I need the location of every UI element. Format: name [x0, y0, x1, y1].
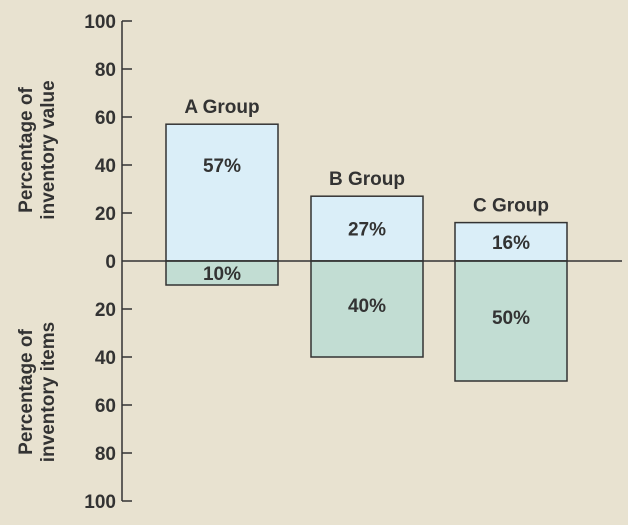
bars-layer: [165, 123, 568, 382]
y-tick-label-bottom-100: 100: [84, 492, 116, 513]
y-tick-label-bottom-80: 80: [95, 444, 116, 465]
y-tick-label-bottom-60: 60: [95, 396, 116, 417]
group-label-a-group: A Group: [184, 97, 259, 118]
bar-items-b-group: [310, 260, 424, 358]
y-tick-label-top-60: 60: [95, 108, 116, 129]
data-label-value-a-group: 57%: [203, 156, 241, 177]
y-axis-label-bottom-line1: Percentage of: [16, 329, 37, 455]
y-tick-label-top-40: 40: [95, 156, 116, 177]
y-axis-label-top-line2: inventory value: [38, 80, 59, 219]
data-label-value-b-group: 27%: [348, 220, 386, 241]
bar-value-c-group: [454, 221, 568, 262]
y-tick-label-top-100: 100: [84, 12, 116, 33]
y-tick-label-top-20: 20: [95, 204, 116, 225]
group-label-c-group: C Group: [473, 196, 549, 217]
y-axis-label-top-line1: Percentage of: [16, 87, 37, 213]
bar-value-b-group: [310, 195, 424, 262]
y-axis-label-bottom-line2: inventory items: [38, 322, 59, 462]
bar-value-a-group: [165, 123, 279, 262]
bar-items-a-group: [165, 260, 279, 286]
data-label-items-b-group: 40%: [348, 296, 386, 317]
data-label-value-c-group: 16%: [492, 233, 530, 254]
data-label-items-a-group: 10%: [203, 264, 241, 285]
labels-layer: A Group 57% 10% B Group 27% 40% C Group 16% 50%: [122, 97, 622, 329]
y-tick-label-bottom-20: 20: [95, 300, 116, 321]
data-label-items-c-group: 50%: [492, 308, 530, 329]
y-tick-label-top-80: 80: [95, 60, 116, 81]
y-tick-label-bottom-40: 40: [95, 348, 116, 369]
group-label-b-group: B Group: [329, 169, 405, 190]
y-tick-label-top-0: 0: [105, 252, 116, 273]
axis-layer: 100 80 60 40 20 0 20 40 60 80 100: [84, 12, 132, 513]
